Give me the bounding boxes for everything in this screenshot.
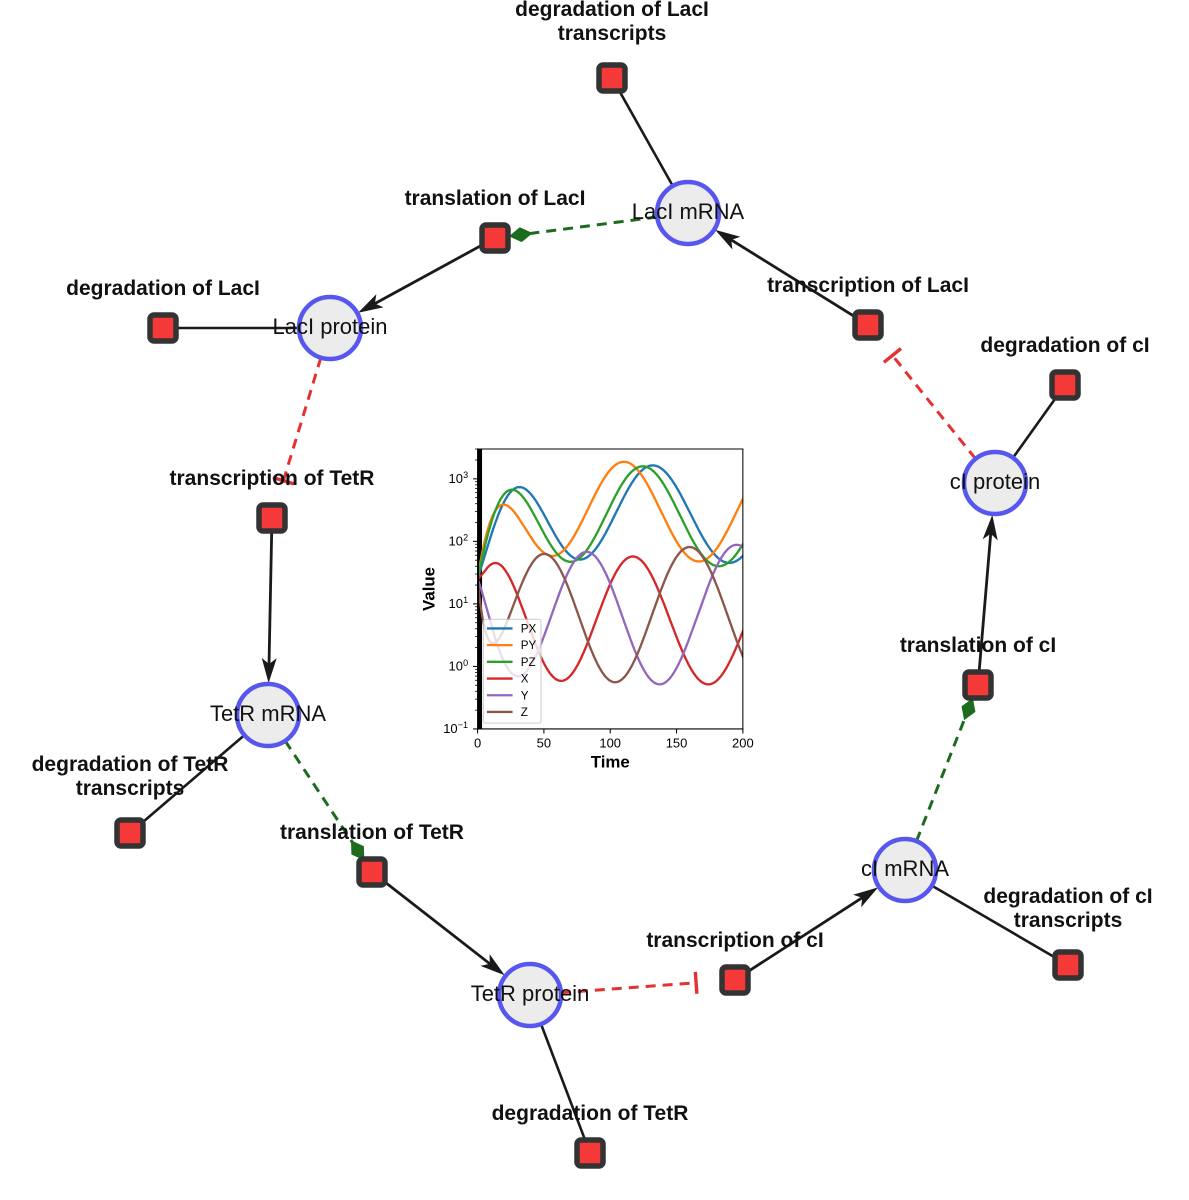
svg-text:50: 50: [537, 735, 551, 750]
svg-text:Y: Y: [521, 689, 529, 702]
svg-text:150: 150: [666, 735, 688, 750]
svg-text:PY: PY: [521, 639, 537, 652]
svg-text:100: 100: [599, 735, 621, 750]
svg-text:PX: PX: [521, 622, 537, 635]
svg-text:Value: Value: [420, 567, 439, 611]
svg-text:X: X: [521, 673, 529, 686]
svg-text:Time: Time: [591, 753, 630, 772]
svg-text:0: 0: [474, 735, 481, 750]
svg-text:200: 200: [732, 735, 754, 750]
svg-text:Z: Z: [521, 706, 528, 719]
svg-text:PZ: PZ: [521, 656, 536, 669]
